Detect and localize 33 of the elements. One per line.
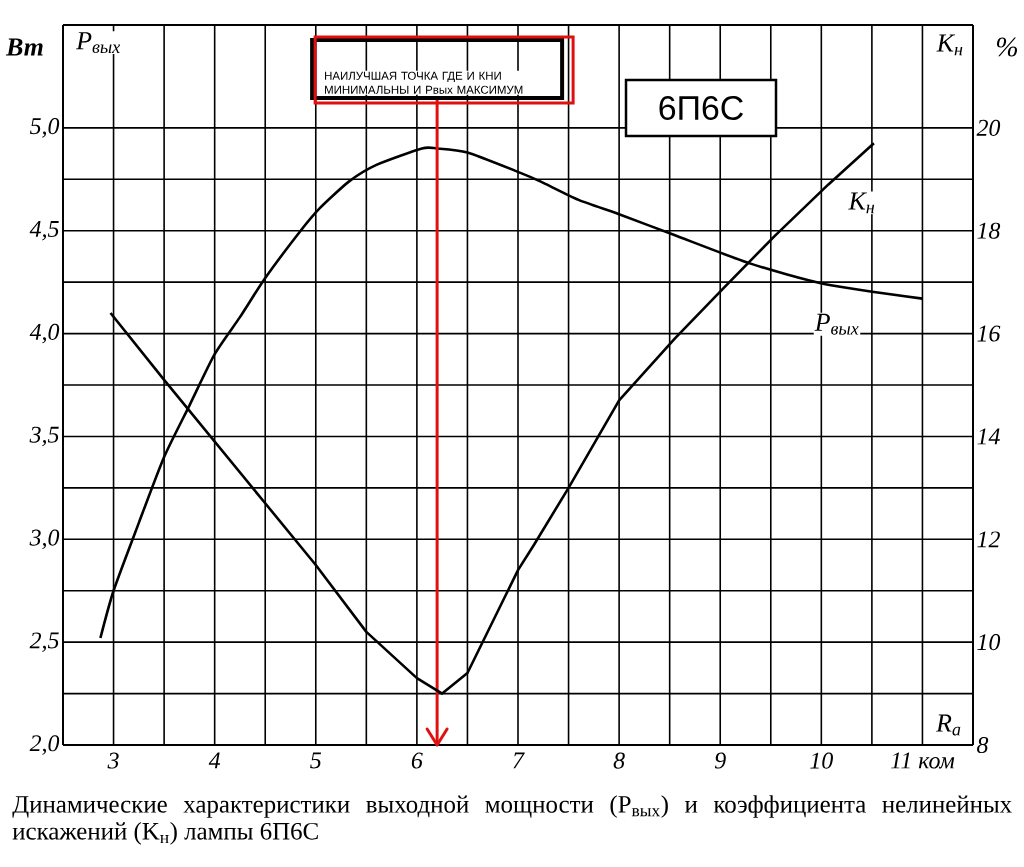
x-tick-label: 7 [513, 752, 525, 769]
y-tick-label: 4,0 [29, 323, 60, 344]
x-tick-label: 10 [810, 752, 833, 769]
x-tick-label: 9 [714, 752, 726, 769]
y2-tick-label: 14 [977, 428, 1000, 445]
ref-line-label: НАИЛУЧШАЯ ТОЧКА ГДЕ И КНИ МИНИМАЛЬНЫ И Рвых МАКСИМУМ [325, 71, 523, 94]
annotation: 6П6С [659, 96, 743, 120]
annotation: P$_{вых}$ [76, 32, 121, 54]
text: Динамические характеристики выходной мощности (P$_{вых}$) и коэффициента нелинейных искажений (K$_{н}$) лампы 6П6С [12, 795, 1012, 845]
y-tick-label: 5,0 [29, 118, 60, 138]
y-tick-label: 2,5 [29, 632, 59, 652]
y2-axis-title: % [996, 37, 1018, 57]
x-tick-label: 4 [208, 752, 221, 769]
x-tick-label: 11 ком [890, 752, 955, 769]
y-tick-label: 3,0 [29, 529, 60, 550]
y2-tick-label: 10 [977, 634, 1001, 651]
x-tick-label: 3 [107, 752, 119, 769]
y-tick-label: 2,0 [29, 735, 60, 755]
y2-tick-label: 20 [976, 119, 1001, 136]
x-tick-label: 5 [310, 752, 322, 769]
y-axis-title: Вт [5, 38, 43, 56]
y2-tick-label: 16 [977, 325, 1001, 342]
series-label: K$_{н}$ [848, 192, 875, 214]
x-axis-title: R$_{a}$ [935, 714, 961, 736]
series-label: P$_{вых}$ [814, 313, 859, 335]
y-tick-label: 4,5 [29, 221, 59, 241]
annotation: K$_{н}$ [936, 34, 963, 56]
x-tick-label: 6 [411, 752, 423, 769]
y2-tick-label: 12 [977, 531, 1000, 548]
y-tick-label: 3,5 [29, 426, 59, 447]
x-tick-label: 8 [613, 752, 625, 769]
y2-tick-label: 18 [977, 222, 1001, 239]
y2-tick-label: 8 [977, 736, 989, 754]
